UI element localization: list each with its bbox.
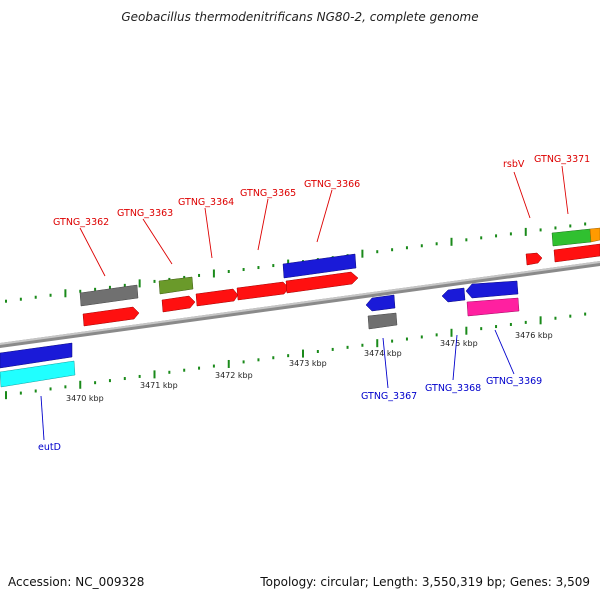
gene-label-eutd[interactable]: eutD: [38, 442, 61, 453]
map-title: Geobacillus thermodenitrificans NG80-2, …: [121, 10, 479, 24]
leader-line-3371: [561, 165, 569, 215]
gene-feature-green-3371[interactable]: [551, 228, 592, 247]
gene-arrow-red-2[interactable]: [161, 295, 196, 313]
gene-label-3363[interactable]: GTNG_3363: [117, 208, 173, 219]
genome-backbone-highlight: [0, 261, 600, 345]
leader-line-3366: [316, 189, 333, 243]
gene-label-rsbv[interactable]: rsbV: [503, 159, 525, 170]
scale-label-3476: 3476 kbp: [515, 331, 553, 340]
gene-label-3367[interactable]: GTNG_3367: [361, 391, 417, 402]
leader-line-3362: [79, 227, 106, 277]
gene-arrow-red-3371[interactable]: [553, 243, 600, 263]
scale-label-3475: 3475 kbp: [440, 339, 478, 348]
gene-feature-olive[interactable]: [158, 276, 194, 295]
gene-label-3365[interactable]: GTNG_3365: [240, 188, 296, 199]
gene-label-3369[interactable]: GTNG_3369: [486, 376, 542, 387]
gene-label-3368[interactable]: GTNG_3368: [425, 383, 481, 394]
gene-feature-cyan[interactable]: [0, 360, 76, 388]
gene-arrow-blue-eutd[interactable]: [0, 342, 73, 369]
lower-tick-track: [5, 312, 587, 400]
gene-label-3371[interactable]: GTNG_3371: [534, 154, 590, 165]
leader-line-rsbv: [513, 171, 531, 219]
scale-label-3474: 3474 kbp: [364, 349, 402, 358]
gene-label-3362[interactable]: GTNG_3362: [53, 217, 109, 228]
gene-feature-gray-lower[interactable]: [367, 312, 398, 330]
genome-summary-label: Topology: circular; Length: 3,550,319 bp…: [260, 575, 590, 589]
gene-label-3366[interactable]: GTNG_3366: [304, 179, 360, 190]
leader-line-3363: [142, 218, 173, 265]
accession-label: Accession: NC_009328: [8, 575, 145, 589]
scale-label-3470: 3470 kbp: [66, 394, 104, 403]
gene-arrow-red-1[interactable]: [82, 306, 140, 327]
gene-arrow-red-5[interactable]: [285, 271, 359, 294]
gene-feature-blue-3366[interactable]: [282, 253, 357, 279]
gene-arrow-red-3[interactable]: [195, 288, 239, 307]
scale-label-3471: 3471 kbp: [140, 381, 178, 390]
gene-arrow-blue-3367[interactable]: [365, 294, 396, 312]
leader-line-3364: [204, 207, 213, 259]
leader-line-3365: [257, 198, 269, 251]
leader-line-3369: [494, 329, 515, 375]
gene-label-3364[interactable]: GTNG_3364: [178, 197, 234, 208]
scale-label-3472: 3472 kbp: [215, 371, 253, 380]
gene-arrow-blue-3368[interactable]: [441, 287, 466, 303]
gene-feature-gray-upper[interactable]: [79, 284, 139, 307]
leader-line-3367: [382, 337, 389, 389]
gene-arrow-red-rsbv[interactable]: [525, 252, 543, 266]
scale-label-3473: 3473 kbp: [289, 359, 327, 368]
leader-line-3368: [452, 334, 458, 381]
leader-line-eutd: [40, 395, 45, 441]
gene-feature-orange[interactable]: [589, 227, 600, 243]
gene-arrow-blue-3369[interactable]: [465, 280, 519, 299]
gene-feature-magenta[interactable]: [466, 297, 520, 317]
gene-arrow-red-4[interactable]: [236, 281, 290, 301]
